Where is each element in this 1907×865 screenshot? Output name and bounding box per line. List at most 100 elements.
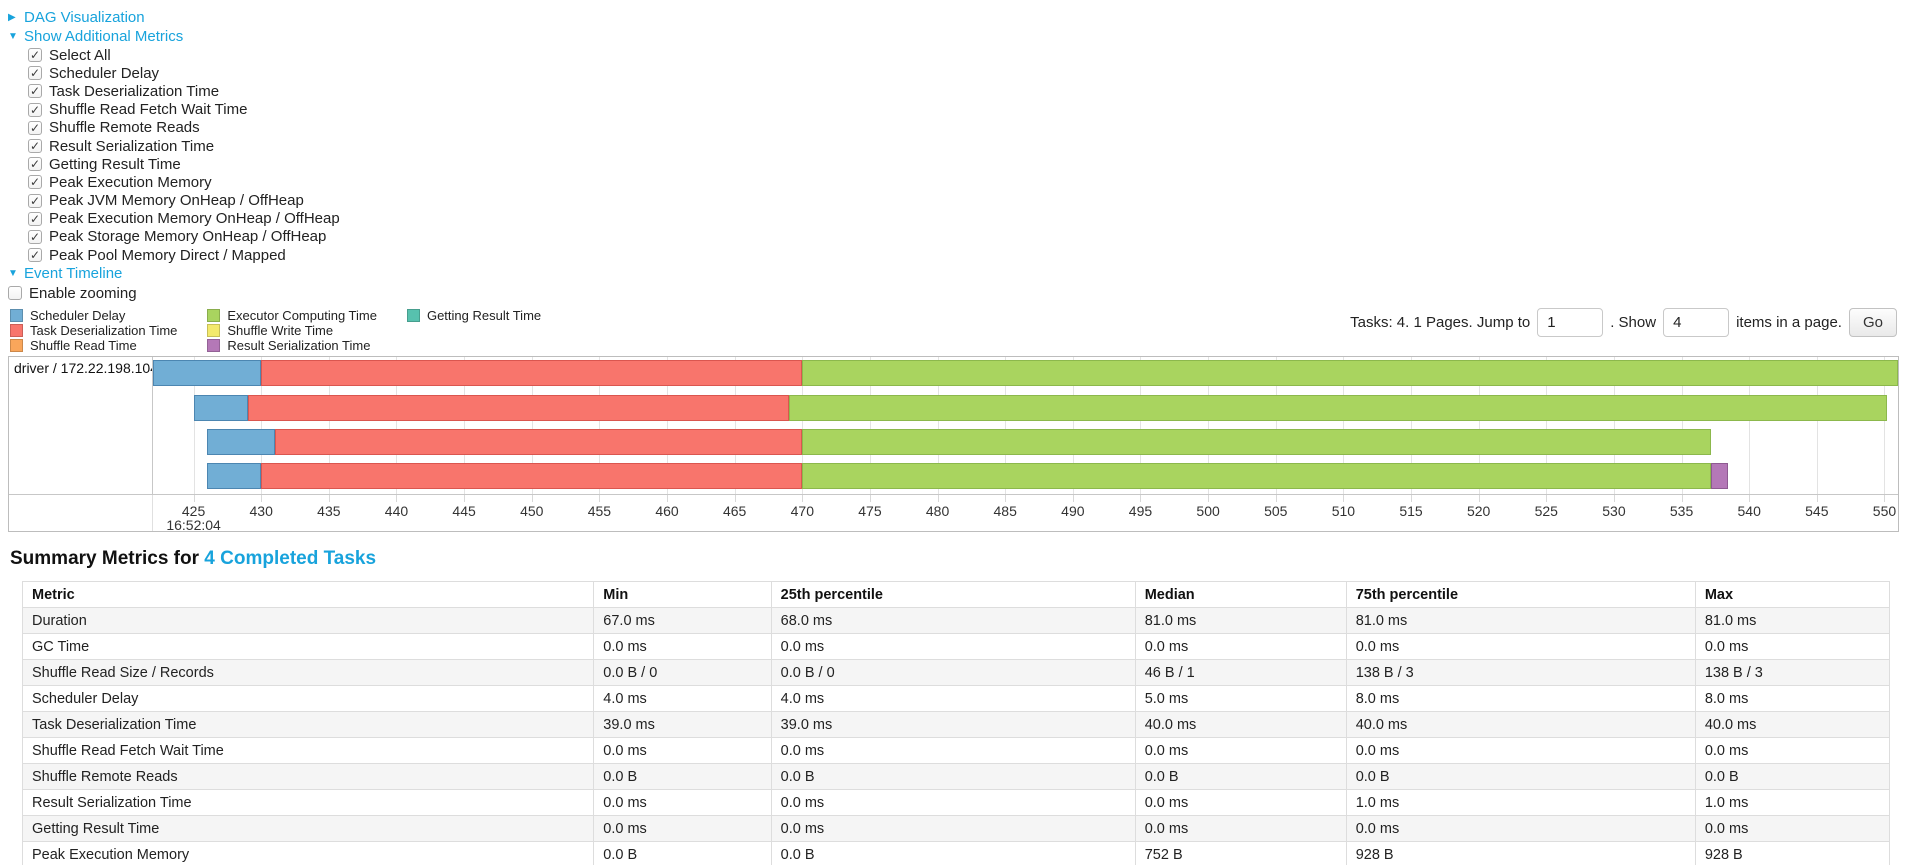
metric-value-cell: 40.0 ms <box>1345 711 1696 739</box>
metric-name-cell: Duration <box>21 607 595 635</box>
metric-name-cell: Peak Execution Memory <box>21 841 595 865</box>
jump-to-page-input[interactable] <box>1537 308 1604 338</box>
metric-checkbox-row[interactable]: ✓ Result Serialization Time <box>28 137 1899 155</box>
metric-value-cell: 0.0 B <box>770 841 1136 865</box>
timeline-bar-scheduler-delay[interactable] <box>193 395 248 422</box>
axis-tick-label: 485 <box>993 503 1017 520</box>
checkbox-checked-icon[interactable]: ✓ <box>28 139 42 154</box>
axis-tick <box>869 495 871 503</box>
metric-value-cell: 0.0 ms <box>1694 633 1891 661</box>
axis-tick-label: 455 <box>587 503 612 520</box>
axis-tick <box>1816 495 1818 503</box>
axis-tick-label: 500 <box>1196 503 1220 520</box>
metric-value-cell: 0.0 ms <box>770 633 1136 661</box>
gridline <box>396 357 398 495</box>
show-additional-metrics-link[interactable]: Show Additional Metrics <box>24 28 184 45</box>
timeline-axis: 425 16:52:04 430 435 440 445 450 455 460 465 470 47… <box>153 495 1898 531</box>
timeline-bar-task-deserialization[interactable] <box>274 429 803 456</box>
executor-label-column: driver / 172.22.198.104 <box>9 357 153 495</box>
checkbox-checked-icon[interactable]: ✓ <box>28 229 42 244</box>
checkbox-checked-icon[interactable]: ✓ <box>28 120 42 135</box>
timeline-bar-executor-computing[interactable] <box>802 463 1712 490</box>
checkbox-checked-icon[interactable]: ✓ <box>28 66 42 81</box>
metric-value-cell: 4.0 ms <box>770 685 1136 713</box>
timeline-bar-executor-computing[interactable] <box>788 395 1888 422</box>
checkbox-checked-icon[interactable]: ✓ <box>28 157 42 172</box>
go-button[interactable]: Go <box>1848 308 1897 338</box>
metric-checkbox-row[interactable]: ✓ Peak Pool Memory Direct / Mapped <box>28 246 1899 264</box>
metric-value-cell: 68.0 ms <box>770 607 1136 635</box>
column-header: 25th percentile <box>770 581 1136 609</box>
metric-checkbox-row[interactable]: ✓ Peak JVM Memory OnHeap / OffHeap <box>28 192 1899 210</box>
gridline <box>1546 357 1548 495</box>
gridline <box>261 357 263 495</box>
legend-label: Getting Result Time <box>426 308 542 324</box>
metric-value-cell: 0.0 B <box>593 763 772 791</box>
metric-checkbox-row[interactable]: ✓ Scheduler Delay <box>28 64 1899 82</box>
metric-value-cell: 0.0 ms <box>1694 737 1891 765</box>
show-additional-metrics-toggle[interactable]: ▼ Show Additional Metrics <box>8 27 1899 46</box>
metric-value-cell: 8.0 ms <box>1694 685 1891 713</box>
timeline-bar-scheduler-delay[interactable] <box>207 463 262 490</box>
metric-checkbox-row[interactable]: ✓ Peak Execution Memory OnHeap / OffHeap <box>28 210 1899 228</box>
metric-checkbox-row[interactable]: ✓ Getting Result Time <box>28 155 1899 173</box>
gridline <box>667 357 669 495</box>
dag-visualization-link[interactable]: DAG Visualization <box>24 9 145 26</box>
metric-checkbox-row[interactable]: ✓ Select All <box>28 46 1899 64</box>
items-per-page-input[interactable] <box>1663 308 1730 338</box>
checkbox-checked-icon[interactable]: ✓ <box>28 84 42 99</box>
axis-tick-label: 540 <box>1737 503 1761 520</box>
timeline-bar-executor-computing[interactable] <box>802 360 1898 387</box>
checkbox-checked-icon[interactable]: ✓ <box>28 248 42 263</box>
table-row: Shuffle Remote Reads 0.0 B 0.0 B 0.0 B 0.0 B… <box>21 763 1891 791</box>
metric-checkbox-row[interactable]: ✓ Shuffle Remote Reads <box>28 119 1899 137</box>
metric-value-cell: 0.0 ms <box>593 633 772 661</box>
legend-label: Task Deserialization Time <box>30 323 178 339</box>
checkbox-checked-icon[interactable]: ✓ <box>28 175 42 190</box>
axis-tick-label: 525 <box>1534 503 1558 520</box>
timeline-bar-result-serialization[interactable] <box>1711 463 1728 490</box>
checkbox-icon[interactable] <box>8 286 22 301</box>
metric-value-cell: 67.0 ms <box>593 607 772 635</box>
table-row: Result Serialization Time 0.0 ms 0.0 ms 0.0… <box>21 789 1891 817</box>
metric-name-cell: Shuffle Read Size / Records <box>21 659 595 687</box>
timeline-bar-scheduler-delay[interactable] <box>153 360 262 387</box>
checkbox-checked-icon[interactable]: ✓ <box>28 211 42 226</box>
axis-tick <box>1005 495 1007 503</box>
metric-value-cell: 39.0 ms <box>770 711 1136 739</box>
timeline-bar-task-deserialization[interactable] <box>247 395 789 422</box>
event-timeline-toggle[interactable]: ▼ Event Timeline <box>8 264 1899 283</box>
metric-value-cell: 4.0 ms <box>593 685 772 713</box>
gridline <box>1613 357 1615 495</box>
metric-checkbox-row[interactable]: ✓ Task Deserialization Time <box>28 82 1899 100</box>
shuffle-write-swatch-icon <box>207 324 221 338</box>
event-timeline-chart: driver / 172.22.198.104 425 16:52:04 430 43… <box>8 356 1899 533</box>
axis-tick-label: 530 <box>1602 503 1626 520</box>
timeline-bar-executor-computing[interactable] <box>802 429 1712 456</box>
axis-tick <box>531 495 533 503</box>
axis-tick <box>1681 495 1683 503</box>
event-timeline-link[interactable]: Event Timeline <box>24 265 123 283</box>
legend-item: Scheduler Delay <box>10 308 177 323</box>
timeline-axis-row: 425 16:52:04 430 435 440 445 450 455 460 465 470 47… <box>9 495 1898 532</box>
legend-item: Shuffle Write Time <box>207 323 377 338</box>
checkbox-checked-icon[interactable]: ✓ <box>28 193 42 208</box>
metric-value-cell: 0.0 ms <box>770 789 1136 817</box>
timeline-bar-task-deserialization[interactable] <box>261 463 803 490</box>
metric-checkbox-row[interactable]: ✓ Peak Storage Memory OnHeap / OffHeap <box>28 228 1899 246</box>
timeline-bar-scheduler-delay[interactable] <box>207 429 275 456</box>
timeline-legend: Scheduler Delay Task Deserialization Time… <box>10 308 1899 353</box>
completed-tasks-link[interactable]: 4 Completed Tasks <box>204 548 377 570</box>
metric-checkbox-row[interactable]: ✓ Shuffle Read Fetch Wait Time <box>28 101 1899 119</box>
metric-checkbox-row[interactable]: ✓ Peak Execution Memory <box>28 173 1899 191</box>
checkbox-checked-icon[interactable]: ✓ <box>28 48 42 63</box>
axis-tick <box>1208 495 1210 503</box>
dag-visualization-toggle[interactable]: ▶ DAG Visualization <box>8 8 1899 27</box>
axis-tick-label: 475 <box>858 503 882 520</box>
metric-value-cell: 81.0 ms <box>1134 607 1347 635</box>
checkbox-checked-icon[interactable]: ✓ <box>28 102 42 117</box>
enable-zooming-checkbox[interactable]: Enable zooming <box>8 284 1899 302</box>
axis-tick-label: 435 <box>317 503 341 520</box>
table-body: Duration 67.0 ms 68.0 ms 81.0 ms 81.0 ms 81.0… <box>21 607 1891 865</box>
timeline-bar-task-deserialization[interactable] <box>261 360 803 387</box>
